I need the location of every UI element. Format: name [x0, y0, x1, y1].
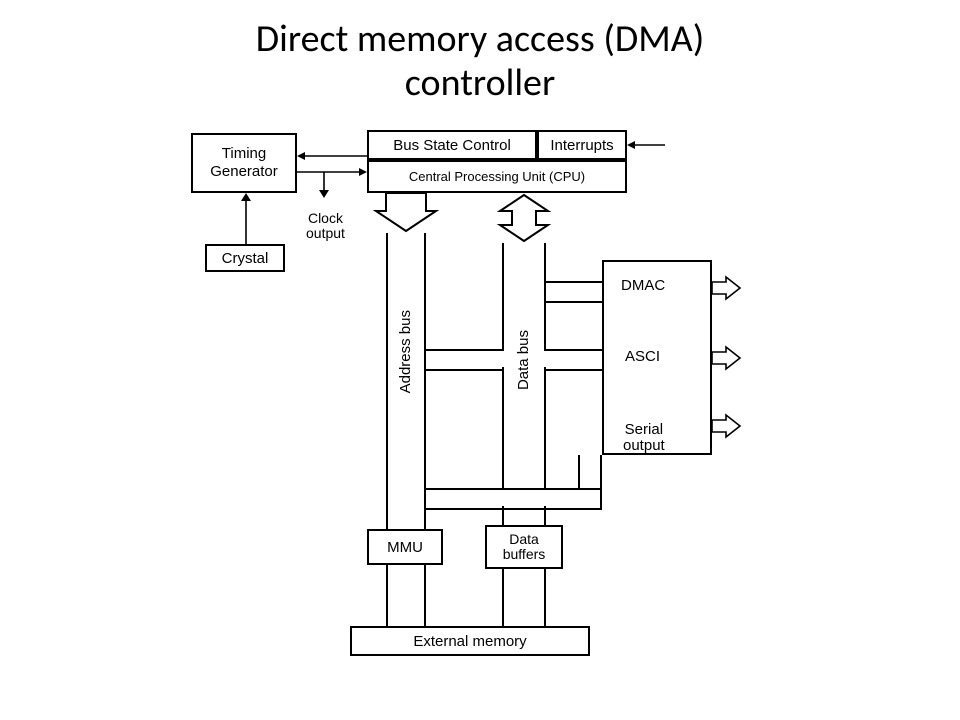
- address-bus-label: Address bus: [397, 310, 414, 393]
- dmac-label: DMAC: [621, 277, 665, 294]
- asci-conn-bot-ext: [426, 369, 504, 371]
- interrupts-box: Interrupts: [537, 130, 627, 160]
- serial-output-label: Serial output: [623, 405, 665, 455]
- data-bus-label: Data bus: [515, 330, 532, 390]
- serial-out-arrow: [712, 415, 740, 437]
- asci-conn-bot: [546, 369, 602, 371]
- dmac-conn-bot: [546, 301, 602, 303]
- asci-conn-top-ext: [426, 349, 504, 351]
- serial-vert-right: [600, 455, 602, 510]
- mmu-label: MMU: [387, 539, 423, 556]
- mmu-box: MMU: [367, 529, 443, 565]
- data-buffers-box: Data buffers: [485, 525, 563, 569]
- data-buffers-label: Data buffers: [503, 532, 546, 563]
- timing-generator-label: Timing Generator: [210, 145, 278, 181]
- data-bus-top-arrow: [490, 193, 558, 243]
- asci-label: ASCI: [625, 348, 660, 365]
- timing-to-cpu-bottom-line: [297, 167, 367, 177]
- crystal-label: Crystal: [222, 250, 269, 267]
- timing-generator-box: Timing Generator: [191, 133, 297, 193]
- asci-out-arrow: [712, 347, 740, 369]
- page-title: Direct memory access (DMA) controller: [0, 0, 960, 105]
- serial-vert-left: [578, 455, 580, 490]
- title-line-1: Direct memory access (DMA): [256, 16, 705, 62]
- clock-output-label: Clock output: [306, 195, 345, 241]
- crystal-to-timing-arrow: [240, 193, 252, 244]
- interrupts-label: Interrupts: [550, 137, 613, 154]
- asci-conn-top: [546, 349, 602, 351]
- external-memory-box: External memory: [350, 626, 590, 656]
- serial-bus-gap: [500, 490, 548, 506]
- crystal-box: Crystal: [205, 244, 285, 272]
- interrupts-input-arrow: [627, 140, 665, 150]
- serial-conn-bot: [426, 508, 602, 510]
- address-bus-top-arrow: [374, 193, 438, 233]
- title-line-2: controller: [405, 60, 555, 106]
- bus-state-control-box: Bus State Control: [367, 130, 537, 160]
- timing-to-cpu-top-line: [297, 151, 367, 161]
- dmac-out-arrow: [712, 277, 740, 299]
- bus-state-control-label: Bus State Control: [393, 137, 511, 154]
- dmac-conn-top: [546, 281, 602, 283]
- dma-diagram: Timing Generator Crystal Bus State Contr…: [0, 105, 960, 695]
- cpu-box: Central Processing Unit (CPU): [367, 160, 627, 193]
- cpu-label: Central Processing Unit (CPU): [409, 169, 585, 184]
- external-memory-label: External memory: [413, 633, 526, 650]
